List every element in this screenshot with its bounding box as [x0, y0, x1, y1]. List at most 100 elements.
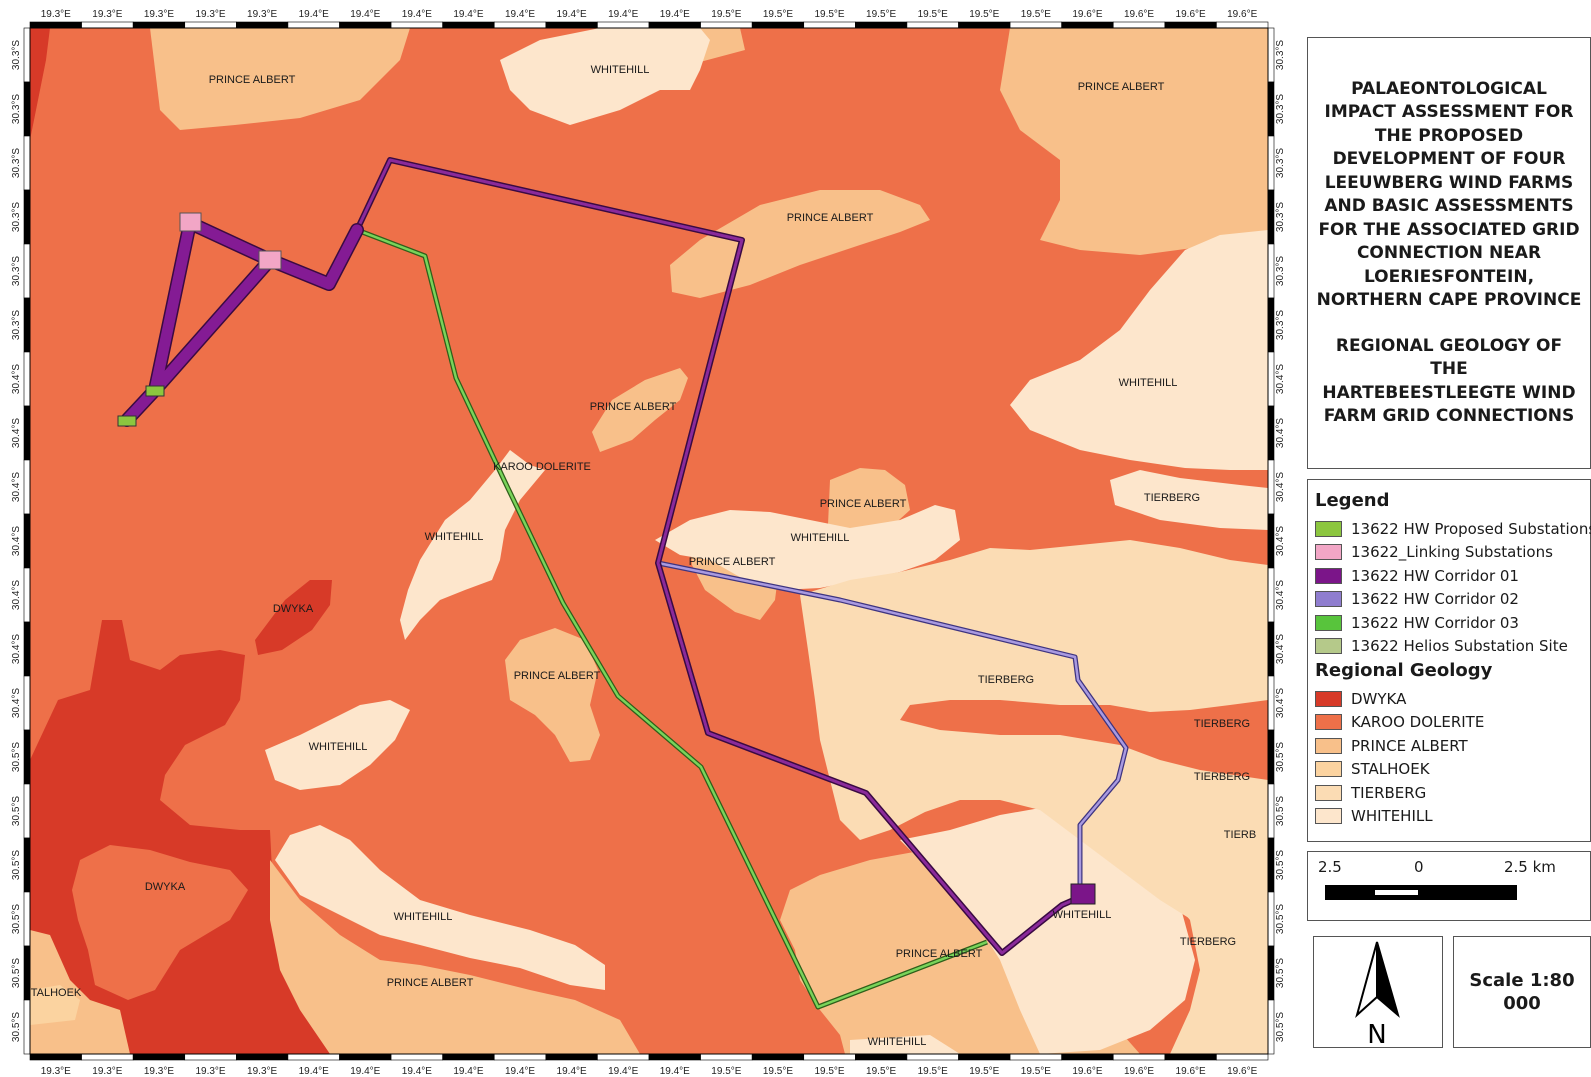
subtitle-line: REGIONAL GEOLOGY OF: [1335, 335, 1563, 356]
geology-labels: PRINCE ALBERT WHITEHILL PRINCE ALBERT PRINC…: [31, 64, 1256, 1048]
geology-map-label: TIERBERG: [1194, 771, 1250, 783]
frame-segment: [597, 1053, 650, 1061]
geology-item-label: STALHOEK: [1351, 760, 1430, 779]
corridor-01-line[interactable]: [355, 158, 1086, 955]
graticule-labels: 19.3°E 19.3°E 19.3°E 19.3°E 19.3°E 19.4°E 19.4…: [11, 9, 1286, 1077]
corridor-02-line[interactable]: [657, 561, 1128, 895]
geology-map-label: WHITEHILL: [591, 64, 650, 76]
graticule-label: 19.3°E: [195, 9, 225, 20]
geology-item-swatch: [1315, 737, 1342, 754]
subtitle-line: FARM GRID CONNECTIONS: [1323, 406, 1575, 426]
linking-substation-1[interactable]: [179, 212, 202, 232]
dwyka-top-left: [30, 28, 50, 140]
graticule-label: 30.3°S: [1275, 256, 1286, 286]
title-panel: PALAEONTOLOGICAL IMPACT ASSESSMENT FOR T…: [1307, 37, 1591, 469]
graticule-label: 30.3°S: [1275, 94, 1286, 124]
scale-bar-left-label: 2.5: [1318, 858, 1342, 876]
geology-item-swatch: [1315, 690, 1342, 707]
graticule-label: 19.4°E: [453, 9, 483, 20]
graticule-label: 19.5°E: [1021, 1066, 1051, 1077]
graticule-label: 19.5°E: [918, 1066, 948, 1077]
graticule-label: 30.4°S: [1275, 472, 1286, 502]
frame-segment: [1267, 297, 1275, 353]
geology-map-label: WHITEHILL: [868, 1036, 927, 1048]
geology-item-row: STALHOEK: [1315, 758, 1590, 782]
frame-segment: [493, 21, 547, 29]
frame-segment: [23, 999, 31, 1055]
geology-map-label: TALHOEK: [31, 987, 82, 999]
legend-item-swatch: [1315, 544, 1342, 561]
helios-substation-site[interactable]: [1070, 883, 1096, 905]
frame-segment: [1267, 675, 1275, 731]
linking-substation-2[interactable]: [258, 250, 282, 270]
frame-segment: [1216, 21, 1269, 29]
frame-segment: [1164, 21, 1217, 29]
legend-item-label: 13622_Linking Substations: [1351, 543, 1553, 562]
proposed-substation-1[interactable]: [145, 385, 165, 397]
frame-segment: [184, 1053, 237, 1061]
legend-panel: Legend 13622 HW Proposed Substations 1362…: [1307, 479, 1591, 842]
geology-item-label: TIERBERG: [1351, 783, 1427, 802]
graticule-label: 30.4°S: [1275, 634, 1286, 664]
graticule-label: 19.4°E: [608, 9, 638, 20]
graticule-label: 19.5°E: [866, 1066, 896, 1077]
title-line: THE PROPOSED: [1374, 125, 1524, 146]
corridor-03-line[interactable]: [356, 228, 988, 1009]
legend-items: 13622 HW Proposed Substations 13622_Linki…: [1315, 517, 1591, 658]
geology-item-row: KAROO DOLERITE: [1315, 711, 1590, 735]
graticule-label: 19.4°E: [453, 1066, 483, 1077]
frame-segment: [958, 21, 1011, 29]
frame-segment: [236, 21, 289, 29]
title-line: DEVELOPMENT OF FOUR: [1332, 149, 1566, 169]
graticule-label: 30.5°S: [1275, 1012, 1286, 1042]
title-line: IMPACT ASSESSMENT FOR: [1324, 102, 1574, 122]
graticule-label: 19.4°E: [608, 1066, 638, 1077]
graticule-label: 19.3°E: [144, 1066, 174, 1077]
frame-segment: [1267, 27, 1275, 83]
north-arrow-icon: N: [1355, 941, 1400, 1050]
graticule-label: 30.3°S: [1275, 40, 1286, 70]
geology-item-row: TIERBERG: [1315, 781, 1590, 805]
map-border: [29, 27, 1269, 1055]
graticule-label: 30.5°S: [11, 958, 22, 988]
graticule-label: 19.3°E: [92, 9, 122, 20]
title-line: PALAEONTOLOGICAL: [1351, 78, 1547, 99]
graticule-label: 19.4°E: [299, 9, 329, 20]
graticule-label: 19.4°E: [402, 9, 432, 20]
geology-map-label: PRINCE ALBERT: [689, 556, 776, 568]
whitehill-center: [400, 450, 545, 640]
proposed-substation-2[interactable]: [117, 415, 137, 427]
graticule-label: 30.3°S: [11, 148, 22, 178]
title-line: AND BASIC ASSESSMENTS: [1324, 196, 1574, 216]
subtitle-line: HARTEBEESTLEEGTE WIND: [1322, 382, 1576, 403]
graticule-label: 19.4°E: [350, 9, 380, 20]
graticule-label: 30.4°S: [1275, 364, 1286, 394]
north-letter: N: [1367, 1020, 1386, 1047]
title-line: NORTHERN CAPE PROVINCE: [1316, 290, 1582, 310]
legend-item-label: 13622 HW Proposed Substations: [1351, 519, 1591, 538]
graticule-label: 30.5°S: [1275, 958, 1286, 988]
geology-map-label: PRINCE ALBERT: [787, 212, 874, 224]
graticule-label: 19.6°E: [1227, 1066, 1257, 1077]
frame-segment: [1267, 945, 1275, 1001]
graticule-label: 30.4°S: [11, 580, 22, 610]
graticule-label: 19.4°E: [299, 1066, 329, 1077]
frame-segment: [1061, 21, 1114, 29]
frame-segment: [23, 459, 31, 515]
legend-item-row: 13622 HW Corridor 03: [1315, 611, 1590, 635]
frame-segment: [132, 21, 186, 29]
frame-segment: [236, 1053, 289, 1061]
frame-segment: [1267, 243, 1275, 299]
frame-segment: [23, 837, 31, 893]
frame-segment: [23, 891, 31, 947]
geology-item-swatch: [1315, 761, 1342, 778]
graticule-label: 19.3°E: [41, 9, 71, 20]
graticule-label: 30.3°S: [11, 310, 22, 340]
frame-segment: [597, 21, 650, 29]
geology-item-label: DWYKA: [1351, 689, 1407, 708]
frame-segment: [23, 675, 31, 731]
graticule-label: 30.5°S: [11, 850, 22, 880]
frame-segment: [1164, 1053, 1217, 1061]
graticule-label: 30.5°S: [1275, 742, 1286, 772]
